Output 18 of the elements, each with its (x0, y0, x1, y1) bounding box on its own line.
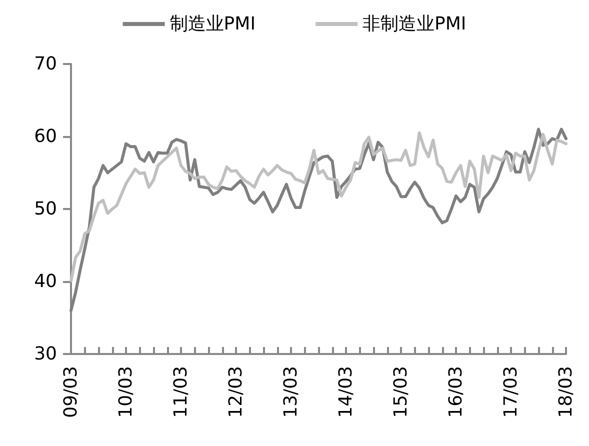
x-tick-label: 11/03 (170, 366, 192, 418)
x-tick-label: 13/03 (280, 366, 302, 418)
x-tick-label: 14/03 (336, 366, 356, 418)
x-tick-label: 09/03 (60, 366, 82, 418)
x-tick-label: 16/03 (446, 366, 466, 418)
y-tick-label: 40 (34, 271, 57, 292)
x-tick-label: 15/03 (390, 366, 412, 418)
y-tick-label: 50 (34, 198, 57, 220)
legend-label: 制造业PMI (170, 14, 256, 34)
y-tick-label: 60 (34, 126, 57, 147)
line-series (70, 131, 568, 282)
y-tick-label: 70 (34, 54, 57, 74)
x-tick-label: 17/03 (500, 366, 522, 418)
y-tick-label: 30 (34, 344, 57, 364)
x-tick-label: 18/03 (556, 366, 576, 418)
x-tick-label: 12/03 (226, 366, 246, 418)
legend-label: 非制造业PMI (362, 14, 466, 34)
x-tick-label: 10/03 (116, 366, 136, 418)
